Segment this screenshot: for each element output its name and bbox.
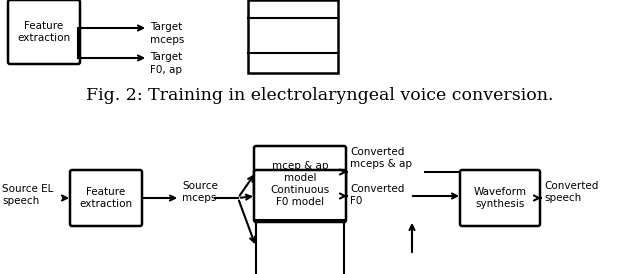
Text: Fig. 2: Training in electrolaryngeal voice conversion.: Fig. 2: Training in electrolaryngeal voi… <box>86 87 554 104</box>
Text: mcep & ap
model: mcep & ap model <box>272 161 328 183</box>
FancyBboxPatch shape <box>254 146 346 198</box>
FancyBboxPatch shape <box>8 0 80 64</box>
Text: Source EL
speech: Source EL speech <box>2 184 53 206</box>
Text: Target
mceps: Target mceps <box>150 22 184 45</box>
FancyBboxPatch shape <box>70 170 142 226</box>
Text: Converted
mceps & ap: Converted mceps & ap <box>350 147 412 169</box>
FancyBboxPatch shape <box>254 170 346 222</box>
Text: Converted
F0: Converted F0 <box>350 184 404 206</box>
FancyBboxPatch shape <box>460 170 540 226</box>
Text: Continuous
F0 model: Continuous F0 model <box>270 185 330 207</box>
Bar <box>248 0 338 73</box>
Text: Converted
speech: Converted speech <box>544 181 598 203</box>
Text: Waveform
synthesis: Waveform synthesis <box>474 187 527 209</box>
Text: Source
mceps: Source mceps <box>182 181 218 203</box>
Text: Feature
extraction: Feature extraction <box>17 21 70 43</box>
Text: Target
F0, ap: Target F0, ap <box>150 52 182 75</box>
Text: Feature
extraction: Feature extraction <box>79 187 132 209</box>
